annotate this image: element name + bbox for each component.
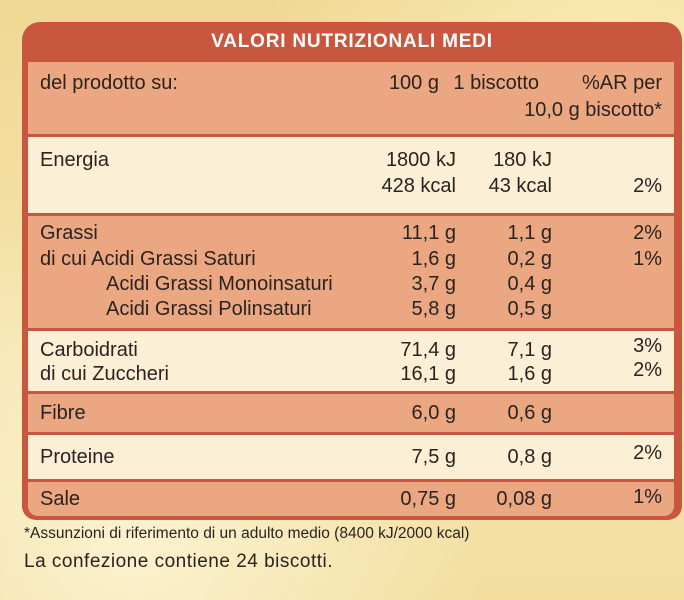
zuccheri-100g: 16,1 g — [400, 363, 456, 385]
sale-unit: 0,08 g — [496, 488, 552, 510]
zuccheri-percent: 2% — [633, 359, 662, 381]
label-title: VALORI NUTRIZIONALI MEDI — [211, 31, 493, 52]
fibre-band: Fibre 6,0 g 0,6 g — [28, 394, 674, 432]
fibre-100g: 6,0 g — [411, 402, 456, 424]
monoinsaturi-unit: 0,4 g — [507, 273, 552, 295]
row-label-saturi: di cui Acidi Grassi Saturi — [40, 248, 256, 270]
grassi-100g: 11,1 g — [401, 222, 456, 244]
energia-kj-unit: 180 kJ — [493, 149, 552, 171]
row-label-monoinsaturi: Acidi Grassi Monoinsaturi — [106, 273, 333, 295]
polinsaturi-unit: 0,5 g — [507, 298, 552, 320]
monoinsaturi-100g: 3,7 g — [411, 273, 456, 295]
sale-percent: 1% — [633, 486, 662, 508]
energy-band: Energia 1800 kJ 428 kcal 180 kJ 43 kcal … — [28, 137, 674, 213]
polinsaturi-100g: 5,8 g — [411, 298, 456, 320]
fats-band: Grassi 11,1 g 1,1 g 2% di cui Acidi Gras… — [28, 216, 674, 328]
carboidrati-unit: 7,1 g — [507, 339, 552, 361]
proteine-unit: 0,8 g — [507, 446, 552, 468]
grassi-percent: 2% — [633, 222, 662, 244]
column-percent-ar-basis: 10,0 g biscotto* — [524, 99, 662, 121]
column-per-unit: 1 biscotto — [453, 72, 539, 94]
nutrition-label: VALORI NUTRIZIONALI MEDI del prodotto su… — [22, 22, 682, 520]
package-contents-note: La confezione contiene 24 biscotti. — [24, 551, 334, 572]
row-label-sale: Sale — [40, 488, 81, 510]
fibre-unit: 0,6 g — [507, 402, 552, 424]
reference-intake-footnote: *Assunzioni di riferimento di un adulto … — [24, 525, 470, 542]
column-header-band: del prodotto su: 100 g 1 biscotto %AR pe… — [28, 62, 674, 134]
energia-kcal-100g: 428 kcal — [381, 175, 457, 197]
row-label-energia: Energia — [40, 149, 109, 171]
row-label-grassi: Grassi — [40, 222, 98, 244]
carboidrati-100g: 71,4 g — [400, 339, 456, 361]
zuccheri-unit: 1,6 g — [507, 363, 552, 385]
energia-percent: 2% — [633, 175, 662, 197]
row-label-polinsaturi: Acidi Grassi Polinsaturi — [106, 298, 312, 320]
column-percent-ar: %AR per — [581, 72, 662, 94]
row-label-zuccheri: di cui Zuccheri — [40, 363, 169, 385]
row-label-carboidrati: Carboidrati — [40, 339, 138, 361]
carbohydrates-band: Carboidrati 71,4 g 7,1 g 3% di cui Zucch… — [28, 331, 674, 391]
energia-kj-100g: 1800 kJ — [385, 149, 456, 171]
grassi-unit: 1,1 g — [507, 222, 552, 244]
row-label-fibre: Fibre — [40, 402, 86, 424]
salt-band: Sale 0,75 g 0,08 g 1% — [28, 482, 674, 516]
proteine-100g: 7,5 g — [411, 446, 456, 468]
sale-100g: 0,75 g — [400, 488, 456, 510]
proteine-percent: 2% — [633, 442, 662, 464]
energia-kcal-unit: 43 kcal — [488, 175, 552, 197]
column-label-basis: del prodotto su: — [40, 72, 178, 94]
saturi-100g: 1,6 g — [411, 248, 456, 270]
saturi-percent: 1% — [633, 248, 662, 270]
protein-band: Proteine 7,5 g 0,8 g 2% — [28, 435, 674, 479]
saturi-unit: 0,2 g — [507, 248, 552, 270]
carboidrati-percent: 3% — [633, 335, 662, 357]
row-label-proteine: Proteine — [40, 446, 115, 468]
column-per-100g: 100 g — [388, 72, 439, 94]
